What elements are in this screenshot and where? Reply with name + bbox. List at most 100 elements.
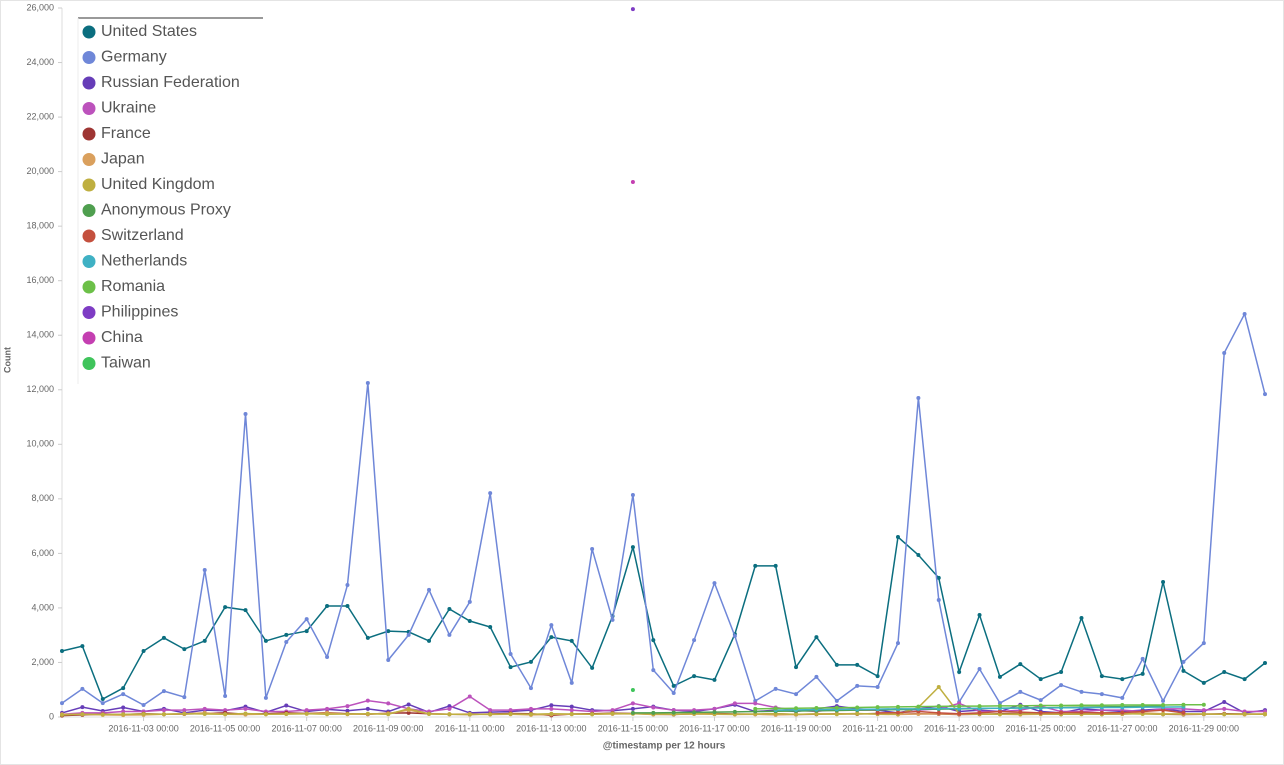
data-point	[1038, 703, 1043, 708]
legend-swatch	[82, 280, 96, 294]
data-point	[263, 695, 268, 700]
data-point	[1099, 703, 1104, 708]
data-point	[508, 665, 513, 670]
legend-item[interactable]: Romania	[82, 278, 166, 295]
data-point	[651, 705, 656, 710]
legend-bg	[78, 18, 263, 384]
legend-swatch	[82, 357, 96, 370]
data-point	[263, 638, 268, 643]
data-point	[916, 395, 921, 400]
data-point	[182, 695, 187, 700]
data-point	[1222, 670, 1227, 675]
data-point	[202, 712, 207, 717]
legend-item[interactable]: Netherlands	[82, 253, 188, 270]
data-point	[467, 694, 472, 699]
data-point	[60, 649, 64, 654]
data-point	[549, 623, 554, 628]
data-point	[1038, 710, 1043, 715]
legend-swatch	[82, 76, 96, 90]
data-point	[1120, 703, 1125, 708]
x-tick-label: 2016-11-23 00:00	[924, 723, 994, 733]
data-point	[1181, 710, 1186, 715]
data-point	[671, 691, 676, 696]
data-point	[1242, 677, 1247, 682]
legend-item[interactable]: Germany	[82, 49, 167, 66]
legend-item[interactable]: Philippines	[82, 304, 179, 321]
data-point	[936, 685, 941, 690]
data-point	[1161, 712, 1166, 717]
data-point	[630, 701, 635, 706]
y-tick-label: 14,000	[26, 330, 54, 340]
data-point	[263, 712, 268, 717]
legend-item[interactable]: China	[82, 329, 143, 346]
data-point	[875, 674, 880, 679]
data-point	[223, 694, 228, 699]
data-point	[325, 604, 330, 609]
legend-item[interactable]: Ukraine	[82, 100, 157, 117]
x-tick-label: 2016-11-03 00:00	[108, 723, 178, 733]
data-point	[365, 706, 370, 711]
data-point	[386, 712, 391, 717]
data-point	[814, 635, 819, 640]
legend-item[interactable]: France	[82, 125, 151, 142]
data-point	[590, 712, 595, 717]
legend-label: Russian Federation	[101, 74, 240, 91]
x-tick-label: 2016-11-13 00:00	[516, 723, 586, 733]
legend-swatch	[82, 306, 96, 319]
data-point	[365, 380, 370, 385]
data-point	[386, 629, 391, 634]
data-point	[528, 706, 533, 711]
data-point	[692, 638, 697, 643]
legend-label: Switzerland	[101, 227, 184, 244]
x-tick-label: 2016-11-15 00:00	[598, 723, 668, 733]
data-point	[834, 698, 839, 703]
data-point	[80, 686, 85, 691]
legend-label: United Kingdom	[101, 176, 215, 193]
legend-item[interactable]: Anonymous Proxy	[82, 202, 231, 219]
data-point	[223, 605, 228, 610]
data-point	[508, 708, 513, 713]
data-point	[712, 710, 717, 715]
data-point	[325, 706, 330, 711]
legend-item[interactable]: United States	[82, 23, 198, 40]
data-point	[569, 704, 574, 709]
data-point	[875, 685, 880, 690]
data-point	[80, 644, 85, 649]
legend-item[interactable]: Switzerland	[82, 227, 184, 244]
data-point	[1201, 702, 1206, 707]
data-point	[712, 581, 717, 586]
x-tick-label: 2016-11-17 00:00	[679, 723, 749, 733]
legend-item[interactable]: Russian Federation	[82, 74, 240, 91]
data-point	[141, 703, 146, 708]
data-point	[549, 635, 554, 640]
data-point	[365, 711, 370, 716]
legend-item[interactable]: Japan	[82, 151, 145, 168]
x-tick-label: 2016-11-21 00:00	[842, 723, 912, 733]
data-point	[692, 710, 697, 715]
legend-item[interactable]: Taiwan	[82, 355, 151, 372]
data-point	[671, 683, 676, 688]
data-point	[1140, 709, 1145, 714]
data-point	[1120, 677, 1125, 682]
data-point	[1263, 712, 1267, 717]
y-tick-label: 26,000	[26, 2, 54, 12]
series-line	[61, 535, 1266, 701]
data-point	[1059, 703, 1064, 708]
data-point	[1181, 668, 1186, 673]
y-tick-label: 4,000	[31, 602, 54, 612]
data-point	[223, 712, 228, 717]
data-point	[528, 686, 533, 691]
data-point	[569, 708, 574, 713]
data-point	[1018, 703, 1023, 708]
data-point	[814, 712, 819, 717]
data-point	[161, 635, 166, 640]
data-point	[916, 704, 921, 709]
data-point	[182, 647, 187, 652]
data-point	[1018, 689, 1023, 694]
data-point	[916, 553, 921, 558]
data-point	[834, 705, 839, 710]
data-point	[895, 710, 900, 715]
legend-item[interactable]: United Kingdom	[82, 176, 215, 193]
